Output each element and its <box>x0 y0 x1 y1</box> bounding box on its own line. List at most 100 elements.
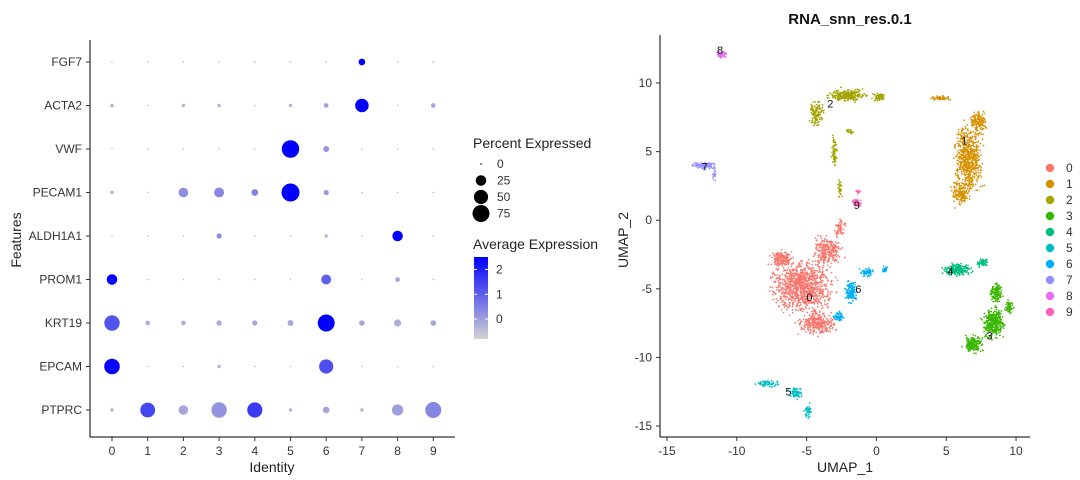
umap-point <box>828 326 831 329</box>
umap-point <box>967 146 970 149</box>
umap-point <box>850 296 852 299</box>
umap-point <box>964 186 966 189</box>
umap-point <box>993 310 996 313</box>
umap-point <box>977 157 980 160</box>
umap-point <box>826 322 828 325</box>
umap-point <box>970 346 973 348</box>
umap-point <box>822 312 825 315</box>
umap-point <box>988 324 990 327</box>
umap-point <box>966 179 969 182</box>
dotplot-dot <box>254 104 256 107</box>
dotplot-dot <box>360 408 364 412</box>
umap-point <box>932 97 935 100</box>
umap-point <box>783 279 786 281</box>
color-legend: Average Expression 210 <box>473 236 598 339</box>
umap-point <box>968 156 970 159</box>
umap-point <box>973 344 976 346</box>
umap-point <box>774 293 777 295</box>
umap-point <box>961 190 964 192</box>
umap-point <box>975 160 978 162</box>
umap-point <box>968 167 971 170</box>
umap-point <box>972 153 975 156</box>
umap-point <box>790 298 793 301</box>
umap-point <box>994 305 997 307</box>
umap-point <box>847 287 850 290</box>
umap-point <box>816 290 818 293</box>
umap-point <box>823 284 826 287</box>
umap-point <box>809 324 811 327</box>
umap-point <box>819 290 822 293</box>
color-legend-ticks: 210 <box>474 262 503 326</box>
umap-point <box>965 190 968 193</box>
dotplot-dot <box>361 148 363 150</box>
umap-point <box>778 290 781 293</box>
umap-point <box>814 311 817 313</box>
umap-point <box>978 159 981 161</box>
umap-point <box>993 313 995 315</box>
umap-point <box>833 147 836 150</box>
dotplot-dot <box>361 191 363 194</box>
umap-point <box>808 284 811 287</box>
umap-point <box>809 326 811 329</box>
dotplot-dot <box>182 278 185 281</box>
umap-point <box>814 299 816 302</box>
umap-point <box>697 167 699 169</box>
umap-point <box>761 380 764 383</box>
umap-point <box>817 285 820 288</box>
umap-point <box>853 96 856 99</box>
umap-point <box>788 302 791 304</box>
umap-point <box>975 189 977 192</box>
umap-point <box>855 98 858 101</box>
umap-point <box>1012 306 1015 309</box>
umap-point <box>960 196 963 198</box>
umap-point <box>968 268 971 271</box>
umap-point <box>952 195 954 198</box>
umap-point <box>970 266 973 269</box>
umap-point <box>804 323 807 326</box>
umap-point <box>815 331 818 334</box>
umap-point <box>803 314 806 317</box>
umap-point <box>972 349 975 352</box>
dotplot-dot <box>324 234 328 238</box>
dotplot-dot <box>430 320 437 326</box>
umap-point <box>806 293 809 296</box>
umap-point <box>786 282 789 285</box>
umap-point <box>982 120 985 122</box>
umap-point <box>805 292 808 294</box>
umap-point <box>815 246 818 249</box>
umap-point <box>966 168 969 171</box>
umap-point <box>815 317 818 320</box>
umap-point <box>777 276 780 279</box>
umap-point <box>761 383 764 386</box>
umap-point <box>1008 307 1011 310</box>
umap-point <box>996 337 998 340</box>
umap-point <box>1006 301 1008 304</box>
umap-point <box>974 183 977 186</box>
umap-point <box>975 127 978 130</box>
umap-point <box>971 183 973 186</box>
umap-point <box>836 224 839 227</box>
umap-point <box>790 250 793 253</box>
umap-point <box>778 256 781 259</box>
umap-point <box>817 335 819 338</box>
umap-point <box>786 254 789 257</box>
umap-point <box>977 349 979 351</box>
umap-point <box>982 263 984 266</box>
umap-point <box>781 264 783 267</box>
umap-point <box>867 274 869 277</box>
umap-point <box>790 286 793 289</box>
umap-point <box>873 99 876 102</box>
umap-point <box>808 297 811 300</box>
umap-point <box>813 322 816 324</box>
umap-point <box>998 300 1001 303</box>
umap-point <box>959 164 962 167</box>
umap-point <box>799 391 802 394</box>
umap-point <box>957 198 960 201</box>
umap-point <box>824 303 826 305</box>
umap-point <box>806 319 809 321</box>
umap-point <box>855 296 857 299</box>
umap-point <box>785 295 787 298</box>
umap-point <box>801 293 804 296</box>
dotplot-dot <box>323 103 329 108</box>
